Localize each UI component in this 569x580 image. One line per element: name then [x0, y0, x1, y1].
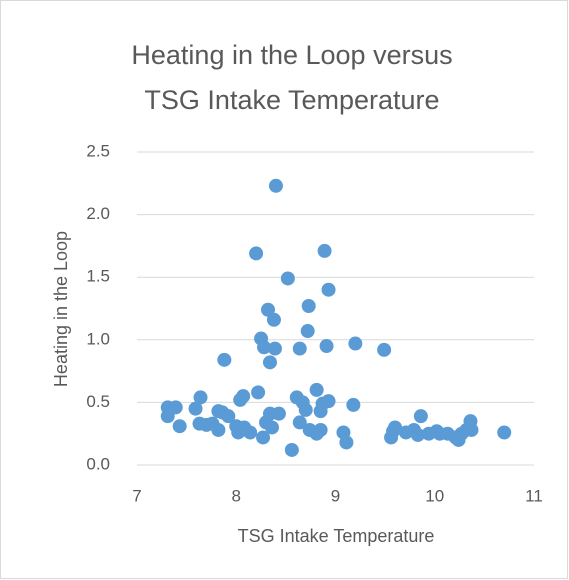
chart-title: TSG Intake Temperature [144, 85, 439, 115]
scatter-point [256, 430, 271, 445]
scatter-point [257, 340, 272, 355]
scatter-point [264, 420, 279, 435]
scatter-point [348, 336, 363, 351]
scatter-point [172, 419, 187, 434]
x-tick-label: 9 [331, 486, 340, 505]
y-axis-title: Heating in the Loop [51, 231, 71, 387]
x-tick-label: 10 [425, 486, 444, 505]
y-tick-label: 0.0 [86, 454, 110, 473]
scatter-point [317, 243, 332, 258]
scatter-point [262, 355, 277, 370]
scatter-point [298, 402, 313, 417]
y-tick-label: 1.0 [86, 329, 110, 348]
scatter-point [221, 409, 236, 424]
scatter-point [388, 420, 403, 435]
y-tick-label: 2.0 [86, 204, 110, 223]
scatter-point [193, 390, 208, 405]
chart-title: Heating in the Loop versus [131, 40, 452, 70]
x-tick-label: 7 [132, 486, 141, 505]
scatter-point [280, 271, 295, 286]
scatter-point [268, 178, 283, 193]
scatter-point [251, 385, 266, 400]
x-tick-label: 8 [232, 486, 241, 505]
scatter-point [211, 422, 226, 437]
scatter-point [217, 352, 232, 367]
scatter-point [284, 442, 299, 457]
scatter-point [309, 382, 324, 397]
scatter-point [292, 341, 307, 356]
x-tick-label: 11 [525, 486, 543, 505]
y-tick-label: 0.5 [86, 392, 110, 411]
scatter-point [464, 422, 479, 437]
scatter-point [266, 312, 281, 327]
scatter-point [321, 394, 336, 409]
scatter-point [313, 422, 328, 437]
scatter-point [321, 282, 336, 297]
scatter-point [301, 298, 316, 313]
scatter-point [267, 341, 282, 356]
y-tick-label: 1.5 [86, 267, 110, 286]
x-axis-title: TSG Intake Temperature [238, 526, 435, 546]
scatter-point [410, 427, 425, 442]
scatter-point [243, 425, 258, 440]
scatter-point [292, 415, 307, 430]
scatter-point [339, 435, 354, 450]
scatter-point [300, 324, 315, 339]
scatter-point [377, 342, 392, 357]
scatter-point [413, 409, 428, 424]
scatter-point [188, 401, 203, 416]
y-tick-label: 2.5 [86, 141, 110, 160]
scatter-point [168, 400, 183, 415]
scatter-point [249, 246, 264, 261]
scatter-point [497, 425, 512, 440]
scatter-point [271, 406, 286, 421]
scatter-point [346, 397, 361, 412]
scatter-point [319, 339, 334, 354]
scatter-point [236, 389, 251, 404]
